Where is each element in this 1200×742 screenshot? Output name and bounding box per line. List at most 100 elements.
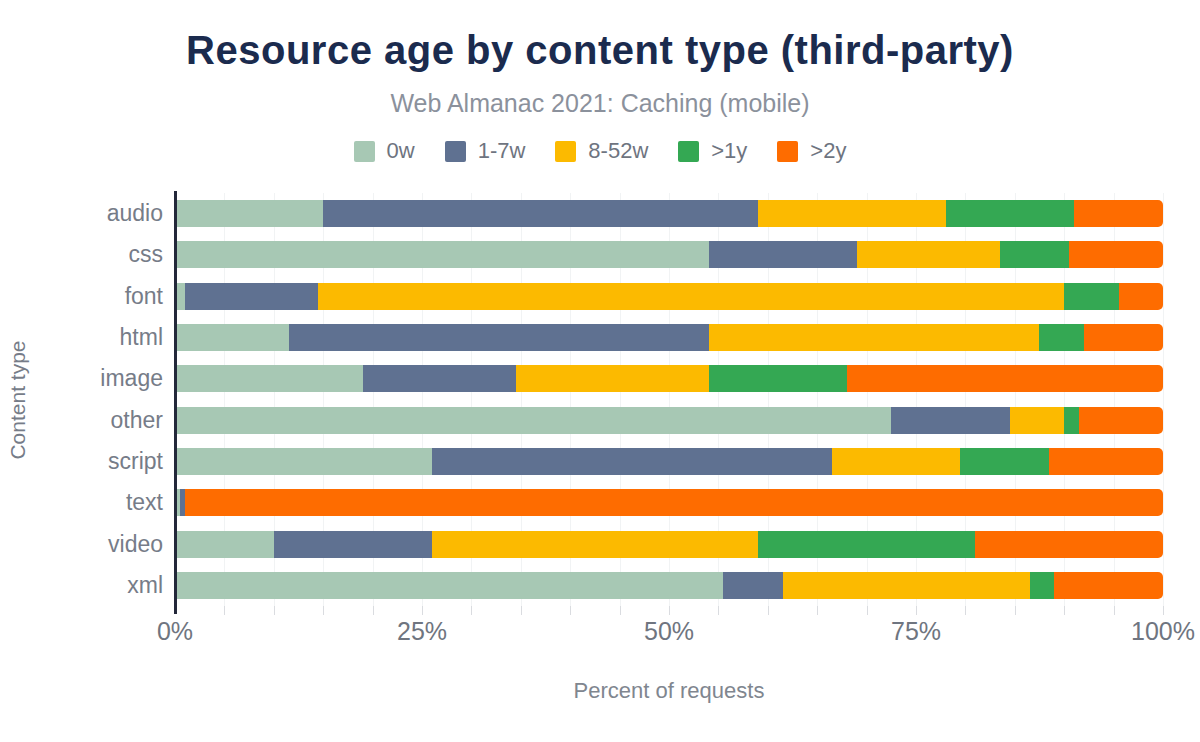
legend-item-1-7w: 1-7w [445,138,526,164]
minor-tick [471,606,472,615]
category-label-text: text [0,482,163,523]
bar-segment-html-0w [175,324,289,351]
bar-segment-audio-8-52w [758,200,946,227]
bar-segment-other-0w [175,407,891,434]
bar-segment-text->2y [185,489,1163,516]
bar-segment-other->2y [1079,407,1163,434]
legend-label: >2y [810,138,846,164]
bar-segment-audio-0w [175,200,323,227]
minor-tick [817,606,818,615]
minor-tick [1015,606,1016,615]
minor-tick [373,606,374,615]
bar-segment-image->2y [847,365,1163,392]
bar-segment-css->2y [1069,241,1163,268]
category-label-video: video [0,523,163,564]
minor-tick [224,606,225,615]
bar-segment-video-1-7w [274,531,432,558]
legend-swatch [777,141,798,162]
x-tick-label-75%: 75% [891,617,941,646]
legend-label: >1y [711,138,747,164]
bar-segment-font->2y [1119,283,1163,310]
bar-segment-video-8-52w [432,531,758,558]
legend: 0w 1-7w 8-52w >1y >2y [0,138,1200,164]
bar-segment-xml->2y [1054,572,1163,599]
bar-segment-other-8-52w [1010,407,1064,434]
bar-segment-xml->1y [1030,572,1055,599]
y-axis-line [174,191,177,614]
minor-tick [1064,606,1065,615]
bar-segment-image->1y [709,365,847,392]
legend-swatch [445,141,466,162]
legend-item-0w: 0w [354,138,415,164]
bar-segment-script-1-7w [432,448,832,475]
legend-label: 0w [387,138,415,164]
gridline [1163,193,1164,606]
bar-segment-video-0w [175,531,274,558]
x-axis-minor-ticks [175,606,1163,615]
minor-tick [323,606,324,615]
legend-swatch [678,141,699,162]
bar-segment-xml-8-52w [783,572,1030,599]
bar-segment-audio->1y [946,200,1074,227]
chart-title: Resource age by content type (third-part… [0,28,1200,73]
bar-segment-html-1-7w [289,324,709,351]
bar-row-script [175,448,1163,475]
bar-segment-audio-1-7w [323,200,758,227]
minor-tick [916,606,917,615]
minor-tick [867,606,868,615]
x-tick-label-0%: 0% [157,617,193,646]
bar-row-text [175,489,1163,516]
legend-label: 1-7w [478,138,526,164]
bar-row-css [175,241,1163,268]
legend-swatch [555,141,576,162]
bar-segment-css->1y [1000,241,1069,268]
bar-row-image [175,365,1163,392]
bar-segment-image-1-7w [363,365,516,392]
legend-item->1y: >1y [678,138,747,164]
category-label-font: font [0,276,163,317]
minor-tick [620,606,621,615]
bar-segment-font-1-7w [185,283,318,310]
bar-segment-script-8-52w [832,448,960,475]
chart-subtitle: Web Almanac 2021: Caching (mobile) [0,89,1200,118]
bar-row-other [175,407,1163,434]
category-label-audio: audio [0,193,163,234]
x-axis-title: Percent of requests [175,678,1163,704]
bar-segment-video->2y [975,531,1163,558]
bar-segment-css-8-52w [857,241,1000,268]
bar-segment-css-1-7w [709,241,857,268]
minor-tick [570,606,571,615]
plot-area [175,193,1163,606]
bar-segment-image-0w [175,365,363,392]
category-label-xml: xml [0,565,163,606]
bar-segment-script-0w [175,448,432,475]
legend-swatch [354,141,375,162]
bar-segment-font->1y [1064,283,1118,310]
x-tick-labels: 0%25%50%75%100% [175,617,1163,647]
chart-page: Resource age by content type (third-part… [0,0,1200,742]
bar-row-xml [175,572,1163,599]
bar-segment-html->1y [1039,324,1083,351]
bar-segment-image-8-52w [516,365,709,392]
x-tick-label-100%: 100% [1131,617,1195,646]
minor-tick [422,606,423,615]
y-axis-title: Content type [6,320,30,480]
bar-row-html [175,324,1163,351]
bar-segment-html-8-52w [709,324,1040,351]
bar-row-video [175,531,1163,558]
legend-item-8-52w: 8-52w [555,138,648,164]
minor-tick [669,606,670,615]
bar-segment-script->1y [960,448,1049,475]
category-label-css: css [0,234,163,275]
x-tick-label-50%: 50% [644,617,694,646]
minor-tick [1163,606,1164,615]
minor-tick [965,606,966,615]
legend-item->2y: >2y [777,138,846,164]
legend-label: 8-52w [588,138,648,164]
minor-tick [768,606,769,615]
x-tick-label-25%: 25% [397,617,447,646]
bar-segment-other-1-7w [891,407,1010,434]
bar-segment-font-8-52w [318,283,1064,310]
minor-tick [718,606,719,615]
minor-tick [1114,606,1115,615]
